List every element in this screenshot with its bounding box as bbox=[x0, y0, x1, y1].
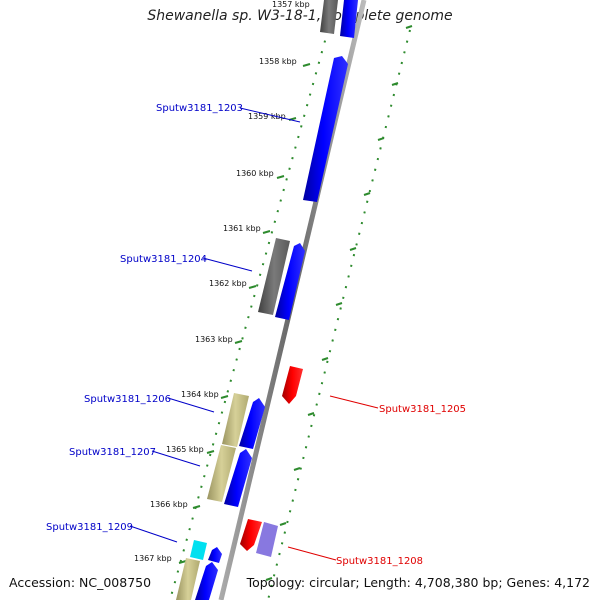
map-title: Shewanella sp. W3-18-1, complete genome bbox=[147, 8, 453, 24]
gene-block-gray-1204[interactable] bbox=[258, 238, 290, 315]
leader-line-1207 bbox=[151, 450, 201, 467]
accession-text: Accession: NC_008750 bbox=[9, 575, 152, 590]
topology-text: Topology: circular; Length: 4,708,380 bp… bbox=[246, 575, 590, 590]
gene-label-sputw3181-1207[interactable]: Sputw3181_1207 bbox=[69, 447, 156, 458]
tick-mark bbox=[234, 340, 243, 344]
tick-1366: 1366 kbp bbox=[150, 500, 201, 509]
leader-line-1204 bbox=[202, 257, 253, 272]
tick-label: 1363 kbp bbox=[195, 335, 233, 344]
gene-arrow-sputw3181-1205[interactable] bbox=[282, 366, 303, 404]
tick-mark bbox=[262, 230, 271, 234]
tick-1363: 1363 kbp bbox=[195, 335, 243, 344]
gene-label-sputw3181-1209[interactable]: Sputw3181_1209 bbox=[46, 522, 133, 533]
gene-arrow-sputw3181-1207[interactable] bbox=[224, 449, 252, 507]
tick-1367: 1367 kbp bbox=[134, 554, 187, 564]
leader-line-1208 bbox=[287, 546, 337, 561]
tick-label: 1366 kbp bbox=[150, 500, 188, 509]
tick-mark bbox=[302, 63, 311, 67]
tick-label: 1364 kbp bbox=[181, 390, 219, 399]
leader-line-1206 bbox=[167, 397, 215, 413]
gene-block-khaki-1206[interactable] bbox=[222, 393, 249, 447]
gene-arrow-sputw3181-1203[interactable] bbox=[303, 56, 348, 202]
tick-mark bbox=[220, 395, 229, 399]
gene-block-cyan-1209[interactable] bbox=[190, 540, 207, 560]
tick-label: 1361 kbp bbox=[223, 224, 261, 233]
gene-arrow-sputw3181-1209[interactable] bbox=[208, 547, 222, 563]
tick-mark bbox=[178, 560, 187, 564]
gene-label-sputw3181-1203[interactable]: Sputw3181_1203 bbox=[156, 103, 243, 114]
tick-1362: 1362 kbp bbox=[209, 279, 257, 289]
leader-line-1209 bbox=[129, 525, 178, 543]
tick-1361: 1361 kbp bbox=[223, 224, 271, 234]
gene-arrow-sputw3181-1204[interactable] bbox=[275, 243, 305, 320]
gene-block-sputw3181-1208[interactable] bbox=[256, 522, 278, 557]
tick-label: 1362 kbp bbox=[209, 279, 247, 288]
tick-label: 1357 kbp bbox=[272, 0, 310, 9]
gene-block-khaki-bottom[interactable] bbox=[176, 558, 200, 600]
leader-line-1203 bbox=[239, 107, 301, 123]
gene-label-sputw3181-1208[interactable]: Sputw3181_1208 bbox=[336, 556, 423, 567]
tick-label: 1359 kbp bbox=[248, 112, 286, 121]
gene-arrow-sputw3181-1208-red[interactable] bbox=[240, 519, 262, 551]
tick-mark bbox=[192, 505, 201, 509]
gene-block-khaki-1207[interactable] bbox=[207, 445, 236, 502]
tick-1357: 1357 kbp bbox=[272, 0, 333, 9]
gene-label-sputw3181-1205[interactable]: Sputw3181_1205 bbox=[379, 404, 466, 415]
gene-label-sputw3181-1206[interactable]: Sputw3181_1206 bbox=[84, 394, 171, 405]
gene-arrow-forward-top[interactable] bbox=[340, 0, 358, 38]
tick-1365: 1365 kbp bbox=[166, 445, 215, 454]
tick-mark bbox=[248, 285, 257, 289]
tick-mark bbox=[206, 450, 215, 454]
tick-1358: 1358 kbp bbox=[259, 57, 311, 67]
tick-label: 1365 kbp bbox=[166, 445, 204, 454]
gene-label-sputw3181-1204[interactable]: Sputw3181_1204 bbox=[120, 254, 207, 265]
gene-arrow-sputw3181-1206[interactable] bbox=[239, 398, 265, 449]
gene-block-gray-top[interactable] bbox=[320, 0, 338, 34]
tick-label: 1367 kbp bbox=[134, 554, 172, 563]
tick-1364: 1364 kbp bbox=[181, 390, 229, 399]
tick-1360: 1360 kbp bbox=[236, 169, 285, 179]
tick-label: 1360 kbp bbox=[236, 169, 274, 178]
outer-ticks bbox=[265, 25, 413, 581]
tick-label: 1358 kbp bbox=[259, 57, 297, 66]
tick-mark bbox=[276, 175, 285, 179]
gene-arrow-forward-bottom[interactable] bbox=[195, 562, 218, 600]
leader-line-1205 bbox=[329, 395, 379, 409]
